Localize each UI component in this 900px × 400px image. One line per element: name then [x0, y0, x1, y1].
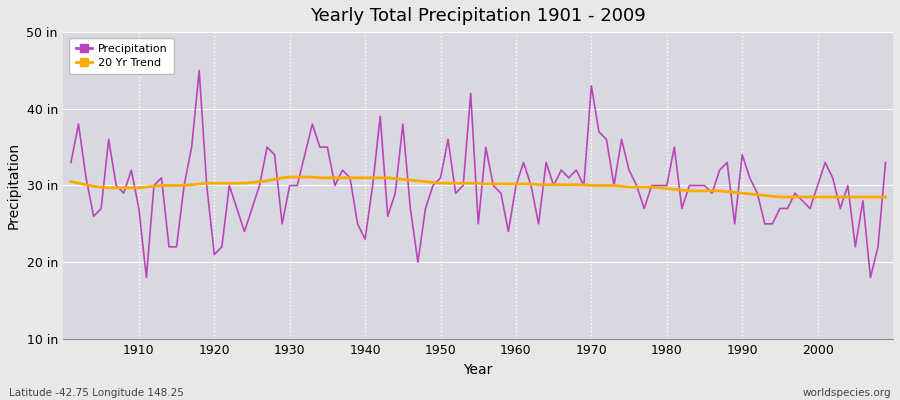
- Title: Yearly Total Precipitation 1901 - 2009: Yearly Total Precipitation 1901 - 2009: [310, 7, 646, 25]
- Legend: Precipitation, 20 Yr Trend: Precipitation, 20 Yr Trend: [69, 38, 175, 74]
- Text: Latitude -42.75 Longitude 148.25: Latitude -42.75 Longitude 148.25: [9, 388, 184, 398]
- Y-axis label: Precipitation: Precipitation: [7, 142, 21, 229]
- Text: worldspecies.org: worldspecies.org: [803, 388, 891, 398]
- X-axis label: Year: Year: [464, 363, 493, 377]
